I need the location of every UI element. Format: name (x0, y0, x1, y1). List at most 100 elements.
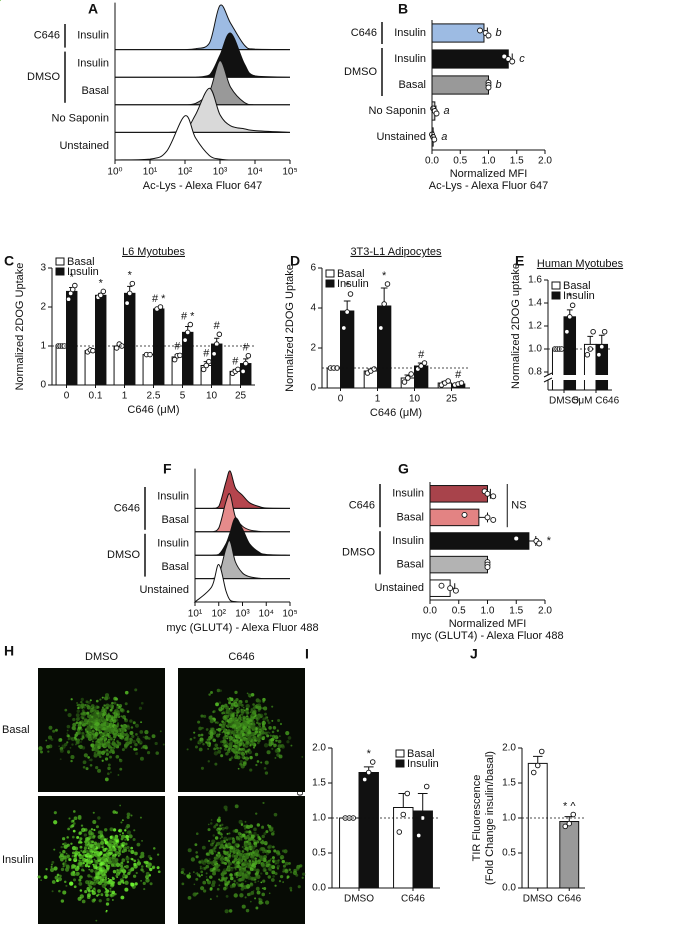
fluorescence-speck (77, 730, 82, 735)
fluorescence-speck (259, 725, 262, 728)
fluorescence-speck (121, 841, 126, 847)
significance-label: # (243, 342, 250, 354)
fluorescence-speck (112, 854, 115, 857)
data-point (447, 585, 454, 592)
fluorescence-speck (121, 730, 124, 734)
fluorescence-speck (223, 747, 228, 751)
fluorescence-speck (122, 876, 125, 879)
fluorescence-speck (216, 887, 220, 891)
bar (326, 367, 341, 389)
fluorescence-speck (53, 820, 58, 825)
fluorescence-speck (80, 824, 84, 827)
panel-letter: C (4, 253, 14, 269)
histogram-curve (193, 564, 290, 603)
fluorescence-speck (231, 860, 236, 864)
fluorescence-speck (59, 748, 64, 753)
fluorescence-speck (83, 833, 88, 837)
fluorescence-speck (230, 741, 233, 745)
fluorescence-speck (254, 717, 257, 720)
fluorescence-speck (48, 744, 53, 749)
fluorescence-speck (107, 849, 110, 852)
fluorescence-speck (80, 703, 85, 708)
fluorescence-speck (119, 708, 124, 712)
fluorescence-speck (147, 737, 151, 740)
fluorescence-speck (236, 860, 240, 865)
fluorescence-speck (93, 858, 96, 861)
fluorescence-speck (108, 838, 113, 843)
data-point (206, 358, 212, 365)
fluorescence-speck (229, 705, 234, 710)
fluorescence-speck (264, 731, 268, 735)
row-label: Basal (161, 561, 189, 573)
fluorescence-speck (207, 859, 209, 862)
fluorescence-speck (106, 853, 111, 858)
fluorescence-speck (237, 849, 241, 853)
data-point (396, 829, 403, 835)
fluorescence-speck (216, 818, 221, 823)
fluorescence-speck (266, 734, 270, 738)
fluorescence-speck (235, 714, 239, 717)
fluorescence-speck (270, 737, 275, 742)
data-point (596, 352, 602, 358)
fluorescence-speck (210, 842, 214, 847)
fluorescence-speck (233, 739, 237, 743)
group-label: C646 (114, 502, 140, 514)
fluorescence-speck (235, 875, 239, 879)
fluorescence-speck (90, 704, 95, 708)
fluorescence-speck (134, 851, 138, 856)
fluorescence-speck (262, 858, 267, 863)
fluorescence-speck (68, 858, 72, 861)
data-point (157, 304, 164, 310)
fluorescence-speck (253, 723, 256, 726)
fluorescence-speck (239, 865, 241, 868)
bar (412, 810, 433, 889)
fluorescence-speck (47, 735, 53, 740)
fluorescence-speck (144, 746, 148, 750)
group-label: DMSO (344, 66, 377, 78)
fluorescence-speck (283, 849, 288, 854)
data-point (421, 360, 428, 366)
y-tick-label: 2 (310, 343, 316, 354)
fluorescence-speck (45, 739, 48, 742)
fluorescence-speck (130, 846, 134, 850)
fluorescence-speck (215, 854, 219, 857)
fluorescence-speck (133, 829, 136, 832)
fluorescence-speck (109, 704, 113, 708)
data-point (405, 375, 411, 381)
fluorescence-speck (134, 882, 138, 886)
fluorescence-speck (238, 720, 241, 723)
fluorescence-speck (255, 849, 258, 852)
fluorescence-speck (213, 824, 217, 828)
y-tick-label: 2.0 (502, 743, 516, 754)
column-label: C646 (228, 651, 254, 663)
fluorescence-speck (117, 881, 122, 886)
fluorescence-speck (243, 722, 248, 727)
fluorescence-speck (262, 868, 267, 873)
fluorescence-speck (218, 728, 222, 732)
fluorescence-speck (244, 846, 249, 851)
fluorescence-speck (100, 722, 105, 727)
fluorescence-speck (114, 708, 119, 714)
fluorescence-speck (260, 761, 263, 764)
fluorescence-speck (50, 865, 53, 868)
fluorescence-speck (205, 876, 208, 878)
fluorescence-speck (225, 708, 230, 712)
fluorescence-speck (288, 868, 291, 872)
fluorescence-speck (104, 707, 107, 709)
fluorescence-speck (238, 747, 241, 750)
fluorescence-speck (66, 724, 71, 729)
fluorescence-speck (205, 864, 210, 869)
significance-label: # (232, 355, 239, 367)
fluorescence-speck (126, 838, 130, 841)
fluorescence-speck (67, 827, 70, 831)
fluorescence-speck (250, 856, 256, 861)
fluorescence-speck (209, 898, 212, 901)
fluorescence-speck (222, 721, 227, 726)
fluorescence-speck (254, 878, 256, 881)
histogram-curve (195, 517, 291, 556)
fluorescence-speck (82, 861, 85, 865)
fluorescence-speck (62, 843, 65, 846)
fluorescence-speck (238, 751, 242, 755)
fluorescence-speck (235, 751, 238, 754)
